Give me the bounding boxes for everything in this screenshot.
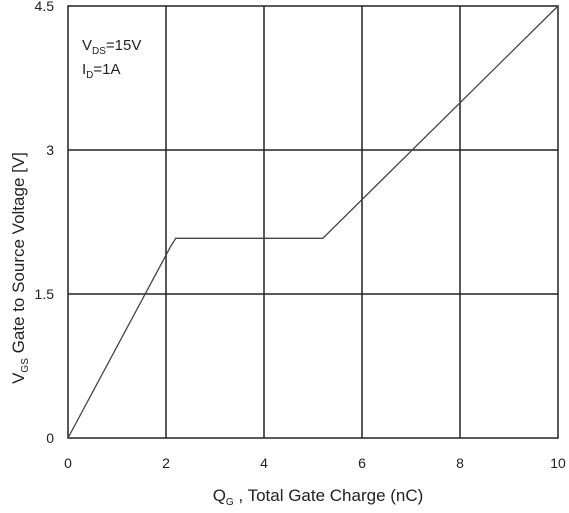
annotation-id: ID=1A [82,61,121,81]
x-tick-label-6: 6 [358,455,366,471]
x-axis-label: QG , Total Gate Charge (nC) [213,486,424,508]
x-tick-label-0: 0 [64,455,72,471]
grid-lines [68,6,558,438]
annotation-vds: VDS=15V [82,37,141,57]
y-tick-label-1.5: 1.5 [35,286,55,302]
y-tick-label-3: 3 [46,142,54,158]
x-tick-labels: 0 2 4 6 8 10 [64,455,566,471]
x-tick-label-4: 4 [260,455,268,471]
y-tick-label-4.5: 4.5 [35,0,55,14]
y-tick-label-0: 0 [46,430,54,446]
x-tick-label-2: 2 [162,455,170,471]
vgs-curve [67,5,559,439]
y-axis-label: VGS Gate to Source Voltage [V] [9,152,31,384]
y-tick-labels: 0 1.5 3 4.5 [35,0,55,446]
x-tick-label-10: 10 [550,455,566,471]
x-tick-label-8: 8 [456,455,464,471]
plot-area [67,5,559,439]
